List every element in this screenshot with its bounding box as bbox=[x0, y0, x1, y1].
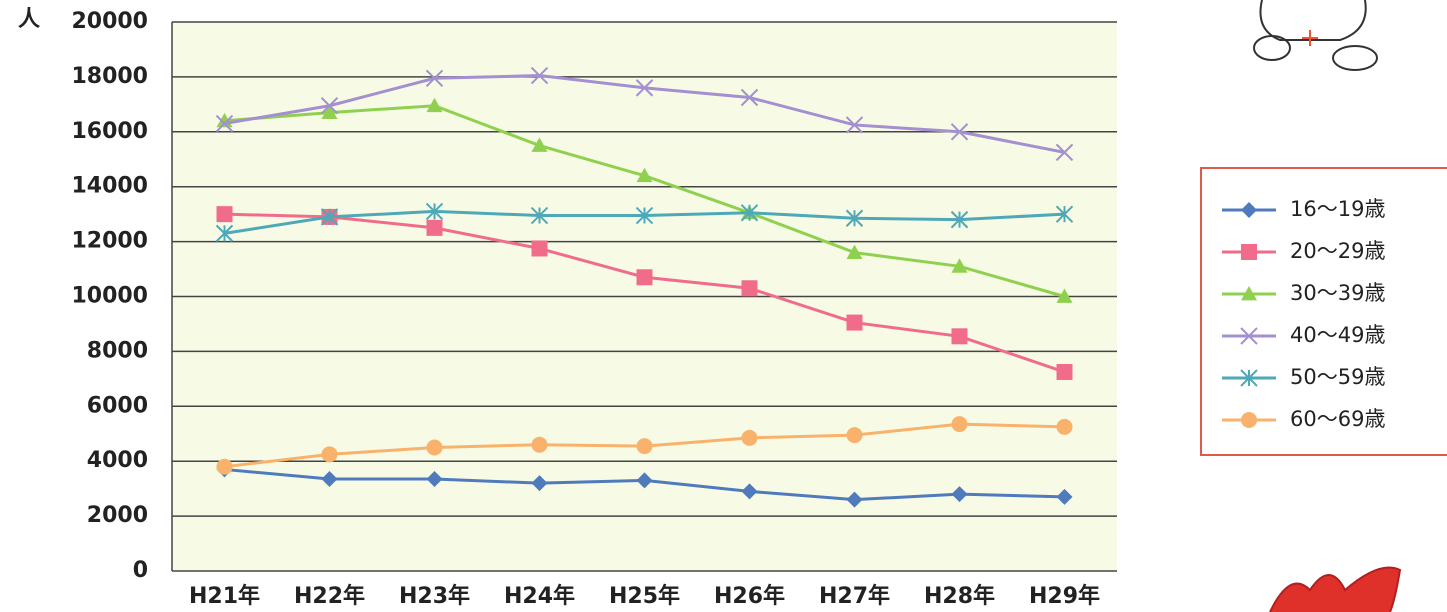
marker bbox=[216, 206, 233, 223]
x-tick-label: H22年 bbox=[294, 583, 365, 609]
marker bbox=[950, 123, 969, 141]
marker bbox=[531, 137, 548, 152]
marker bbox=[846, 314, 863, 331]
marker bbox=[846, 244, 863, 259]
marker bbox=[1056, 418, 1073, 435]
marker bbox=[741, 483, 758, 500]
marker bbox=[635, 79, 654, 97]
marker bbox=[951, 258, 968, 273]
marker bbox=[321, 104, 338, 119]
x-tick-label: H23年 bbox=[399, 583, 470, 609]
marker bbox=[530, 206, 549, 225]
marker bbox=[845, 209, 864, 227]
marker bbox=[846, 427, 863, 444]
legend-label: 30～39歳 bbox=[1290, 281, 1385, 305]
marker bbox=[951, 328, 968, 345]
marker bbox=[635, 206, 654, 225]
marker bbox=[531, 240, 548, 257]
y-tick-label: 0 bbox=[133, 558, 148, 583]
marker bbox=[1056, 363, 1073, 380]
marker bbox=[845, 116, 864, 134]
marker bbox=[1055, 205, 1074, 223]
legend-label: 40～49歳 bbox=[1290, 323, 1385, 347]
x-tick-label: H28年 bbox=[924, 583, 995, 609]
marker bbox=[531, 475, 548, 492]
y-tick-label: 16000 bbox=[71, 119, 148, 144]
x-tick-label: H26年 bbox=[714, 583, 785, 609]
y-tick-label: 20000 bbox=[71, 9, 148, 34]
x-tick-label: H25年 bbox=[609, 583, 680, 609]
marker bbox=[636, 438, 653, 455]
x-tick-label: H29年 bbox=[1029, 583, 1100, 609]
marker bbox=[426, 471, 443, 488]
marker bbox=[425, 69, 444, 87]
y-tick-label: 6000 bbox=[87, 393, 148, 418]
marker bbox=[740, 88, 759, 107]
y-tick-label: 14000 bbox=[71, 174, 148, 199]
marker bbox=[425, 202, 444, 221]
y-tick-label: 12000 bbox=[71, 229, 148, 254]
y-tick-label: 18000 bbox=[71, 64, 148, 89]
marker bbox=[1056, 488, 1073, 505]
marker bbox=[1240, 327, 1258, 345]
legend-label: 50～59歳 bbox=[1290, 365, 1385, 389]
mascot bbox=[1253, 0, 1402, 612]
x-tick-label: H24年 bbox=[504, 583, 575, 609]
marker bbox=[1241, 202, 1257, 218]
marker bbox=[426, 97, 443, 113]
marker bbox=[1241, 412, 1257, 428]
y-tick-label: 2000 bbox=[87, 503, 148, 528]
marker bbox=[846, 491, 863, 508]
marker bbox=[321, 471, 338, 488]
marker bbox=[950, 210, 969, 229]
marker bbox=[531, 436, 548, 453]
y-tick-label: 10000 bbox=[71, 284, 148, 309]
marker bbox=[951, 416, 968, 433]
marker bbox=[216, 458, 233, 475]
legend-label: 16～19歳 bbox=[1290, 197, 1385, 221]
marker bbox=[215, 114, 234, 133]
marker bbox=[530, 66, 549, 85]
marker bbox=[1241, 244, 1257, 260]
marker bbox=[636, 269, 653, 286]
marker bbox=[741, 429, 758, 446]
marker bbox=[1055, 143, 1074, 162]
legend-label: 20～29歳 bbox=[1290, 239, 1385, 263]
x-tick-label: H27年 bbox=[819, 583, 890, 609]
marker bbox=[741, 280, 758, 297]
legend-box bbox=[1200, 167, 1447, 456]
marker bbox=[320, 97, 339, 115]
y-tick-label: 4000 bbox=[87, 448, 148, 473]
marker bbox=[426, 439, 443, 456]
marker bbox=[426, 219, 443, 236]
marker bbox=[215, 224, 234, 243]
marker bbox=[321, 446, 338, 463]
x-tick-label: H21年 bbox=[189, 583, 260, 609]
marker bbox=[1240, 369, 1258, 387]
marker bbox=[951, 486, 968, 503]
marker bbox=[1241, 286, 1257, 301]
marker bbox=[636, 472, 653, 489]
marker bbox=[740, 204, 759, 222]
legend-label: 60～69歳 bbox=[1290, 407, 1385, 431]
y-unit: 人 bbox=[18, 7, 40, 32]
marker bbox=[1056, 288, 1073, 303]
y-tick-label: 8000 bbox=[87, 338, 148, 363]
marker bbox=[636, 167, 653, 183]
marker bbox=[320, 208, 339, 226]
